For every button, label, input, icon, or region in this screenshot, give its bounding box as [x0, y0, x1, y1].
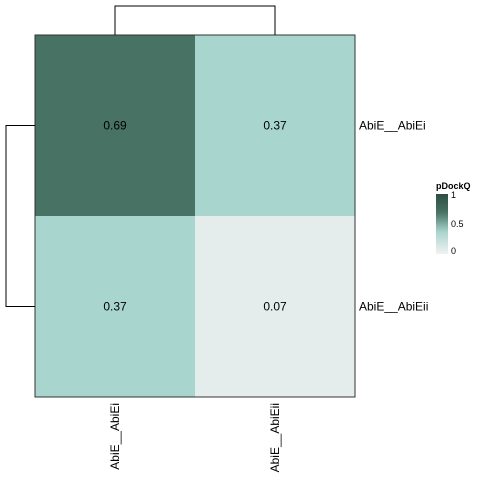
dendrograms: [5, 5, 276, 307]
row-labels: AbiE__AbiEi AbiE__AbiEii: [359, 119, 428, 314]
column-labels: AbiE__AbiEi AbiE__AbiEii: [108, 403, 282, 472]
heatmap-border: [34, 34, 356, 398]
row-label: AbiE__AbiEi: [359, 119, 426, 133]
color-legend: pDockQ 1 0.5 0: [436, 181, 471, 256]
cell-value-label: 0.07: [263, 300, 287, 314]
column-label: AbiE__AbiEi: [108, 403, 122, 470]
heatmap-cells: 0.69 0.37 0.37 0.07: [35, 35, 355, 397]
column-label: AbiE__AbiEii: [268, 403, 282, 472]
heatmap-cell: [35, 216, 195, 397]
heatmap-cell: [195, 216, 355, 397]
row-dendrogram: [5, 125, 35, 307]
legend-tick-label: 0.5: [451, 219, 464, 229]
heatmap-cell: [195, 35, 355, 216]
legend-tick-label: 0: [451, 246, 456, 256]
heatmap-cell: [35, 35, 195, 216]
column-dendrogram: [114, 5, 276, 35]
cell-value-label: 0.37: [103, 300, 127, 314]
cell-value-label: 0.69: [103, 119, 127, 133]
legend-tick-label: 1: [451, 190, 456, 200]
legend-title: pDockQ: [436, 181, 471, 191]
cell-value-label: 0.37: [263, 119, 287, 133]
legend-color-bar: [436, 194, 448, 254]
row-label: AbiE__AbiEii: [359, 300, 428, 314]
